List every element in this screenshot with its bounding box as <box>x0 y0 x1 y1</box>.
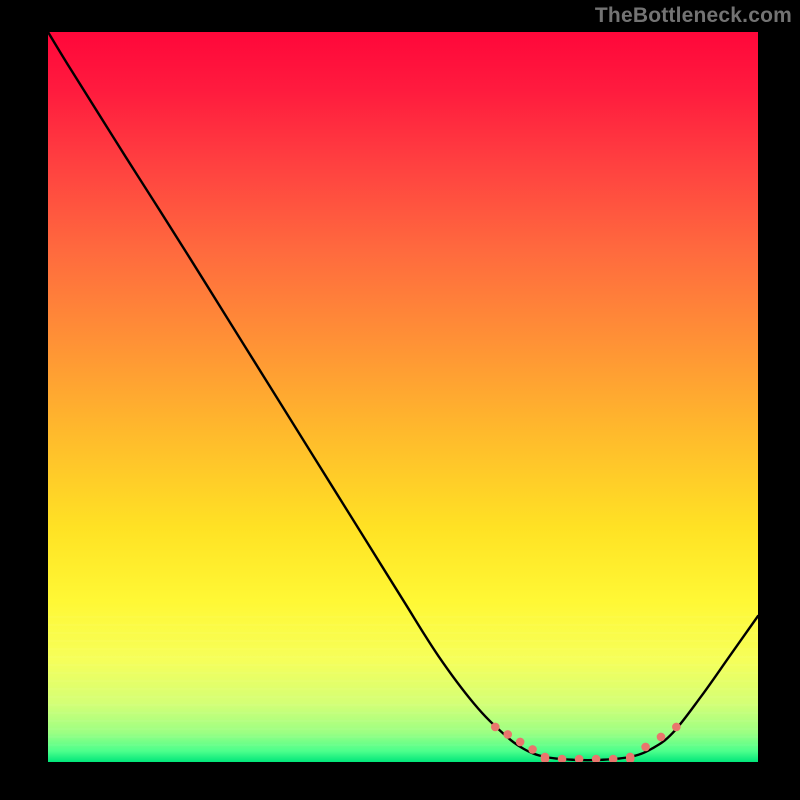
watermark-text: TheBottleneck.com <box>595 4 792 28</box>
plot-svg <box>48 32 758 762</box>
chart-outer: TheBottleneck.com <box>0 0 800 800</box>
plot-area <box>48 32 758 762</box>
